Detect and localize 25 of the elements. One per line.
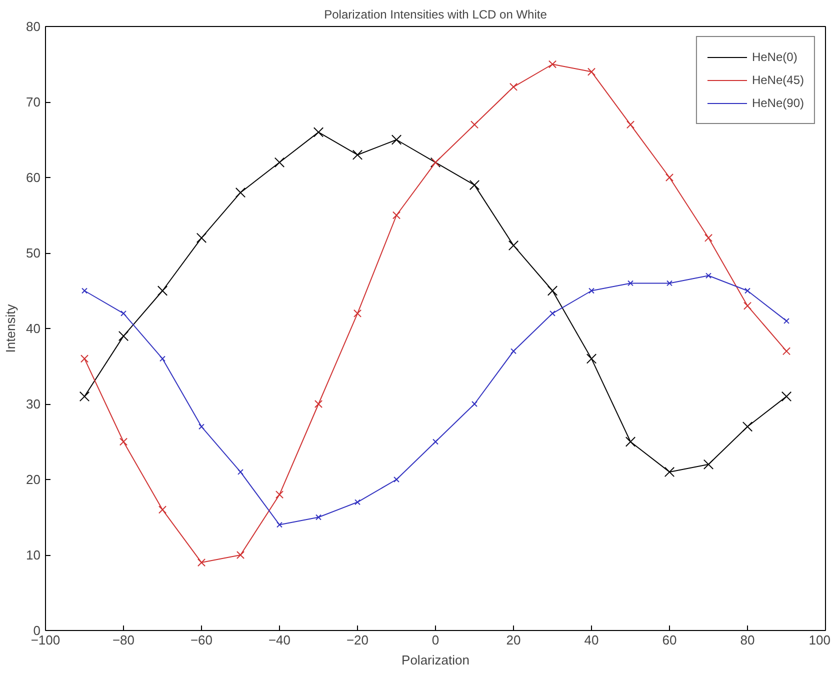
legend-label: HeNe(45) [752, 73, 804, 87]
x-tick-label: 20 [506, 632, 521, 648]
x-tick-label: −80 [112, 632, 135, 648]
x-tick-label: −60 [190, 632, 213, 648]
y-tick-label: 10 [26, 548, 41, 562]
chart-title: Polarization Intensities with LCD on White [324, 8, 548, 22]
x-axis-title: Polarization [402, 652, 470, 668]
x-tick-label: −40 [268, 632, 291, 648]
x-tick-label: 0 [432, 632, 440, 648]
x-tick-label: 40 [584, 632, 599, 648]
y-tick-label: 70 [26, 94, 41, 110]
x-tick-label: −20 [346, 632, 369, 648]
y-tick-label: 40 [26, 321, 41, 336]
y-axis-title: Intensity [3, 304, 18, 353]
x-tick-label: 80 [740, 632, 755, 648]
legend-label: HeNe(90) [752, 96, 804, 110]
x-tick-label: 100 [808, 632, 831, 648]
y-tick-label: 30 [26, 396, 41, 412]
x-tick-label: 60 [662, 632, 677, 648]
y-tick-label: 80 [26, 19, 41, 34]
y-tick-label: 60 [26, 170, 41, 185]
y-tick-label: 20 [26, 472, 41, 487]
y-tick-label: 0 [33, 623, 41, 638]
y-tick-label: 50 [26, 246, 41, 260]
legend-label: HeNe(0) [752, 50, 798, 64]
